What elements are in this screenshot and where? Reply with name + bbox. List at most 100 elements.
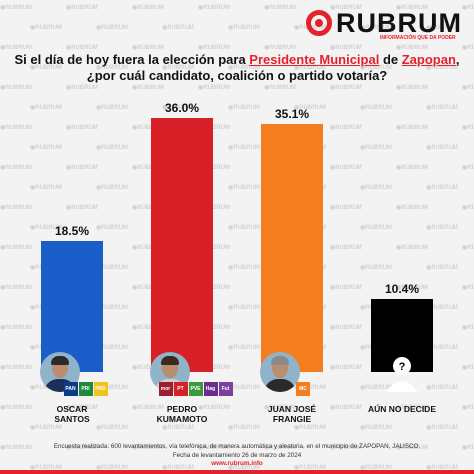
watermark-text: ◉RUBRUM (426, 385, 458, 391)
party-logos: PAN PRI PRD (63, 382, 108, 398)
watermark-text: ◉RUBRUM (162, 425, 194, 431)
watermark-text: ◉RUBRUM (96, 105, 128, 111)
watermark-text: ◉RUBRUM (198, 85, 230, 91)
watermark-text: ◉RUBRUM (426, 225, 458, 231)
watermark-text: ◉RUBRUM (66, 205, 98, 211)
party-logo-icon: Fut (218, 382, 233, 396)
party-logo-icon: PVE (188, 382, 203, 396)
watermark-text: ◉RUBRUM (228, 185, 260, 191)
bar-value-label: 35.1% (274, 107, 310, 122)
party-logo-icon: PRI (78, 382, 93, 396)
bar-1 (41, 241, 103, 372)
watermark-text: ◉RUBRUM (0, 5, 32, 11)
watermark-text: ◉RUBRUM (360, 225, 392, 231)
watermark-text: ◉RUBRUM (0, 45, 32, 51)
watermark-text: ◉RUBRUM (0, 205, 32, 211)
watermark-text: ◉RUBRUM (30, 105, 62, 111)
watermark-text: ◉RUBRUM (462, 45, 474, 51)
watermark-text: ◉RUBRUM (66, 125, 98, 131)
watermark-text: ◉RUBRUM (30, 425, 62, 431)
watermark-text: ◉RUBRUM (0, 165, 32, 171)
party-logo-icon: PRD (93, 382, 108, 396)
watermark-text: ◉RUBRUM (0, 245, 32, 251)
watermark-text: ◉RUBRUM (330, 325, 362, 331)
watermark-text: ◉RUBRUM (396, 205, 428, 211)
watermark-text: ◉RUBRUM (330, 285, 362, 291)
question-part2: de (379, 52, 402, 67)
watermark-text: ◉RUBRUM (462, 325, 474, 331)
watermark-text: ◉RUBRUM (462, 205, 474, 211)
question-part1: Si el día de hoy fuera la elección para (14, 52, 250, 67)
party-logos: MC (296, 382, 310, 398)
bottom-stripe (0, 470, 474, 474)
party-logo-icon: Hag (203, 382, 218, 396)
party-logo-icon: PAN (63, 382, 78, 396)
watermark-text: ◉RUBRUM (462, 85, 474, 91)
watermark-text: ◉RUBRUM (264, 5, 296, 11)
watermark-text: ◉RUBRUM (396, 245, 428, 251)
watermark-text: ◉RUBRUM (30, 145, 62, 151)
watermark-text: ◉RUBRUM (132, 5, 164, 11)
watermark-text: ◉RUBRUM (396, 85, 428, 91)
party-logo-icon: mor (158, 382, 173, 396)
watermark-text: ◉RUBRUM (66, 5, 98, 11)
watermark-text: ◉RUBRUM (462, 365, 474, 371)
watermark-text: ◉RUBRUM (228, 145, 260, 151)
watermark-text: ◉RUBRUM (462, 165, 474, 171)
candidate-name: OSCAR SANTOS (54, 404, 90, 424)
watermark-text: ◉RUBRUM (96, 25, 128, 31)
logo-ring-icon (306, 10, 332, 36)
watermark-text: ◉RUBRUM (228, 265, 260, 271)
watermark-text: ◉RUBRUM (330, 245, 362, 251)
watermark-text: ◉RUBRUM (462, 245, 474, 251)
bar-value-label: 36.0% (164, 101, 200, 115)
bar-value-label: 18.5% (54, 224, 90, 239)
bar-3 (261, 124, 323, 372)
watermark-text: ◉RUBRUM (0, 85, 32, 91)
question-highlight-office: Presidente Municipal (249, 52, 380, 67)
watermark-text: ◉RUBRUM (330, 45, 362, 51)
watermark-text: ◉RUBRUM (426, 425, 458, 431)
watermark-text: ◉RUBRUM (228, 425, 260, 431)
party-logo-icon: MC (296, 382, 310, 396)
candidate-photo (260, 352, 300, 392)
watermark-text: ◉RUBRUM (96, 145, 128, 151)
party-logo-icon: PT (173, 382, 188, 396)
watermark-text: ◉RUBRUM (228, 105, 260, 111)
watermark-text: ◉RUBRUM (66, 165, 98, 171)
watermark-text: ◉RUBRUM (96, 185, 128, 191)
watermark-text: ◉RUBRUM (30, 185, 62, 191)
question-highlight-city: Zapopan (401, 52, 456, 67)
watermark-text: ◉RUBRUM (0, 125, 32, 131)
watermark-text: ◉RUBRUM (0, 285, 32, 291)
candidate-name: PEDRO KUMAMOTO (156, 404, 208, 424)
watermark-text: ◉RUBRUM (264, 45, 296, 51)
watermark-text: ◉RUBRUM (228, 305, 260, 311)
watermark-text: ◉RUBRUM (330, 85, 362, 91)
watermark-text: ◉RUBRUM (96, 425, 128, 431)
watermark-text: ◉RUBRUM (360, 145, 392, 151)
watermark-text: ◉RUBRUM (426, 185, 458, 191)
watermark-text: ◉RUBRUM (0, 325, 32, 331)
watermark-text: ◉RUBRUM (66, 45, 98, 51)
watermark-text: ◉RUBRUM (198, 5, 230, 11)
watermark-text: ◉RUBRUM (198, 45, 230, 51)
rubrum-logo: RUBRUM INFORMACIÓN QUE DA PODER (306, 8, 461, 44)
watermark-text: ◉RUBRUM (228, 385, 260, 391)
watermark-text: ◉RUBRUM (330, 205, 362, 211)
svg-text:?: ? (399, 361, 406, 373)
logo-name: RUBRUM (336, 8, 462, 38)
footer-date: Fecha de levantamiento 26 de marzo de 20… (172, 451, 302, 459)
watermark-text: ◉RUBRUM (426, 145, 458, 151)
watermark-text: ◉RUBRUM (360, 425, 392, 431)
watermark-text: ◉RUBRUM (462, 405, 474, 411)
watermark-text: ◉RUBRUM (228, 225, 260, 231)
question-line2: ¿por cuál candidato, coalición o partido… (86, 68, 388, 83)
watermark-text: ◉RUBRUM (396, 165, 428, 171)
logo-tagline: INFORMACIÓN QUE DA PODER (380, 35, 456, 41)
footer-url: www.rubrum.info (211, 460, 263, 467)
watermark-text: ◉RUBRUM (0, 405, 32, 411)
watermark-text: ◉RUBRUM (162, 25, 194, 31)
undecided-silhouette-icon: ? (382, 352, 422, 392)
watermark-text: ◉RUBRUM (330, 165, 362, 171)
